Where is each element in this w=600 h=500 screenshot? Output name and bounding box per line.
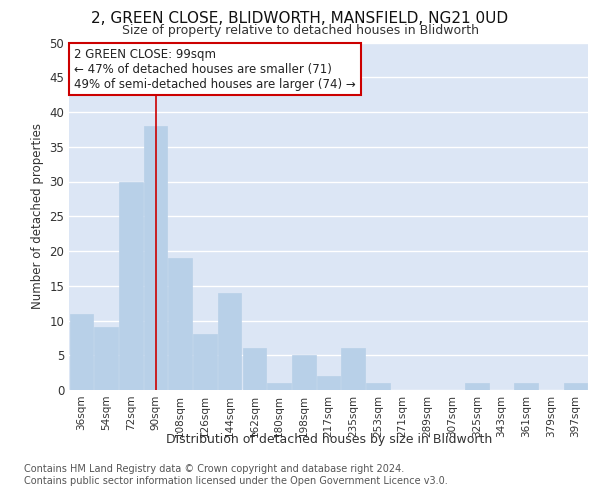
Bar (94, 328, 118, 390)
Bar (341, 348, 365, 390)
Text: 2, GREEN CLOSE, BLIDWORTH, MANSFIELD, NG21 0UD: 2, GREEN CLOSE, BLIDWORTH, MANSFIELD, NG… (91, 11, 509, 26)
Bar (465, 383, 488, 390)
Bar (242, 348, 266, 390)
Bar (268, 383, 291, 390)
Text: Contains public sector information licensed under the Open Government Licence v3: Contains public sector information licen… (24, 476, 448, 486)
Bar (218, 292, 241, 390)
Bar (70, 314, 93, 390)
Text: Size of property relative to detached houses in Blidworth: Size of property relative to detached ho… (121, 24, 479, 37)
Bar (317, 376, 340, 390)
Bar (169, 258, 192, 390)
Bar (292, 355, 316, 390)
Bar (144, 126, 167, 390)
Text: 2 GREEN CLOSE: 99sqm
← 47% of detached houses are smaller (71)
49% of semi-detac: 2 GREEN CLOSE: 99sqm ← 47% of detached h… (74, 48, 356, 90)
Text: Contains HM Land Registry data © Crown copyright and database right 2024.: Contains HM Land Registry data © Crown c… (24, 464, 404, 474)
Bar (366, 383, 389, 390)
Bar (193, 334, 217, 390)
Text: Distribution of detached houses by size in Blidworth: Distribution of detached houses by size … (166, 432, 492, 446)
Y-axis label: Number of detached properties: Number of detached properties (31, 123, 44, 309)
Bar (564, 383, 587, 390)
Bar (119, 182, 143, 390)
Bar (514, 383, 538, 390)
